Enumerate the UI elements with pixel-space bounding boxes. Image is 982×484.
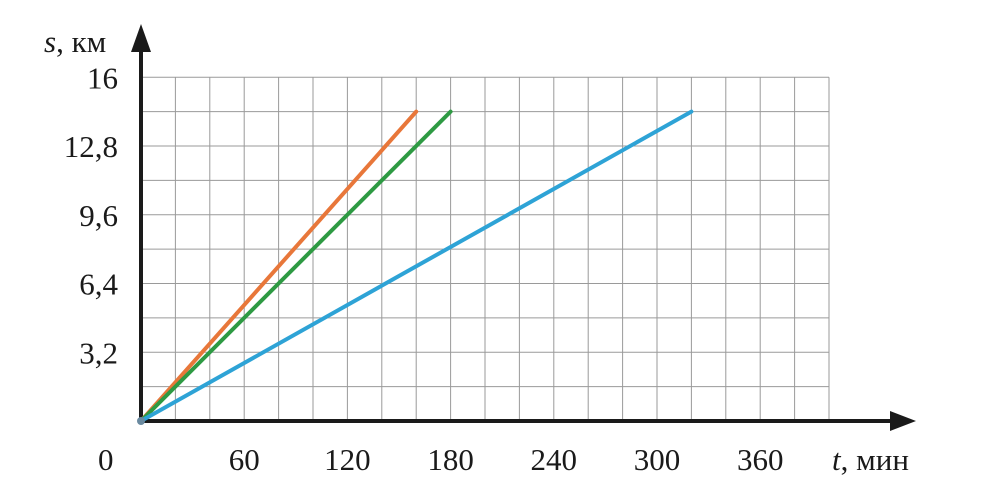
x-tick-label: 120	[324, 442, 371, 477]
x-tick-label: 360	[737, 442, 784, 477]
chart-tick-labels: 60 120 180 240 300 360 3,2 6,4 9,6 12,8 16	[64, 60, 784, 477]
y-axis-arrow-icon	[131, 24, 151, 52]
chart-grid	[141, 76, 830, 421]
x-tick-label: 180	[427, 442, 474, 477]
x-tick-label: 240	[531, 442, 578, 477]
x-axis-label: t, мин	[832, 442, 909, 477]
origin-point	[137, 417, 145, 425]
y-axis-label: s, км	[44, 24, 106, 59]
series-line-3	[139, 109, 694, 423]
series-line-1	[139, 109, 419, 423]
y-axis-variable: s	[44, 24, 56, 59]
chart-series	[137, 109, 694, 425]
y-tick-label: 12,8	[64, 129, 118, 164]
y-tick-label: 6,4	[79, 267, 118, 302]
origin-label: 0	[98, 442, 114, 477]
y-tick-label: 9,6	[79, 198, 118, 233]
x-axis-variable: t	[832, 442, 842, 477]
y-axis-unit: , км	[56, 24, 106, 59]
x-tick-label: 300	[634, 442, 681, 477]
x-tick-label: 60	[229, 442, 260, 477]
x-axis-unit: , мин	[841, 442, 909, 477]
series-line-2	[139, 109, 453, 423]
x-axis-arrow-icon	[890, 411, 916, 431]
y-tick-label: 16	[87, 60, 118, 95]
y-tick-label: 3,2	[79, 335, 118, 370]
chart-axes	[131, 24, 916, 431]
